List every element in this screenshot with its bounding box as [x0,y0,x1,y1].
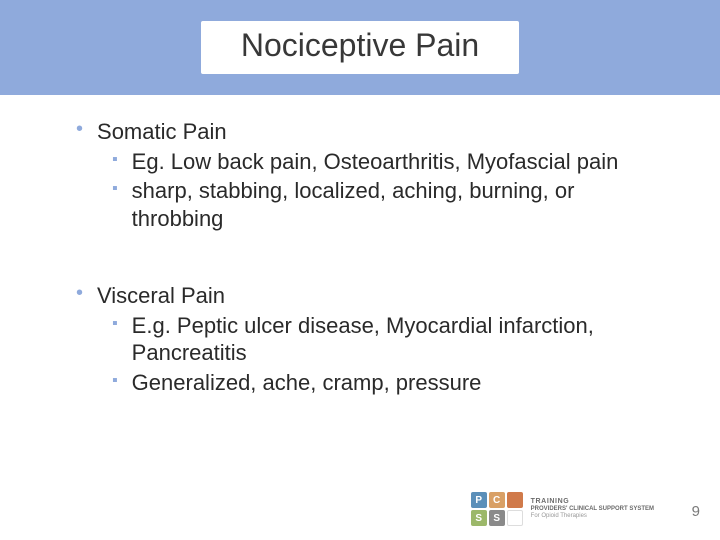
footer-logo: P C S S TRAINING PROVIDERS' CLINICAL SUP… [471,492,654,526]
bullet-l1: • Visceral Pain [76,282,656,310]
bullet-text: sharp, stabbing, localized, aching, burn… [132,177,656,232]
bullet-text: Eg. Low back pain, Osteoarthritis, Myofa… [132,148,619,176]
logo-tile: P [471,492,487,508]
slide-title: Nociceptive Pain [241,27,479,64]
logo-tile [507,492,523,508]
bullet-icon: • [76,282,83,310]
logo-text: TRAINING PROVIDERS' CLINICAL SUPPORT SYS… [531,498,654,520]
title-container: Nociceptive Pain [201,21,519,74]
bullet-l1: • Somatic Pain [76,118,656,146]
bullet-text: E.g. Peptic ulcer disease, Myocardial in… [132,312,656,367]
square-bullet-icon: ▪ [112,148,118,176]
logo-line3: For Opioid Therapies [531,513,654,520]
section-heading: Somatic Pain [97,118,227,146]
bullet-l2: ▪ E.g. Peptic ulcer disease, Myocardial … [112,312,656,367]
title-band: Nociceptive Pain [0,0,720,95]
logo-tile: S [489,510,505,526]
spacer [76,234,656,282]
bullet-l2: ▪ Generalized, ache, cramp, pressure [112,369,656,397]
square-bullet-icon: ▪ [112,177,118,232]
section-heading: Visceral Pain [97,282,225,310]
logo-line1: TRAINING [531,498,654,506]
logo-tile: C [489,492,505,508]
bullet-text: Generalized, ache, cramp, pressure [132,369,482,397]
logo-tiles: P C S S [471,492,523,526]
content-area: • Somatic Pain ▪ Eg. Low back pain, Oste… [76,118,656,398]
bullet-icon: • [76,118,83,146]
square-bullet-icon: ▪ [112,312,118,367]
logo-tile: S [471,510,487,526]
slide: Nociceptive Pain • Somatic Pain ▪ Eg. Lo… [0,0,720,540]
logo-line2: PROVIDERS' CLINICAL SUPPORT SYSTEM [531,506,654,513]
logo-tile [507,510,523,526]
page-number: 9 [692,503,700,520]
square-bullet-icon: ▪ [112,369,118,397]
bullet-l2: ▪ sharp, stabbing, localized, aching, bu… [112,177,656,232]
bullet-l2: ▪ Eg. Low back pain, Osteoarthritis, Myo… [112,148,656,176]
